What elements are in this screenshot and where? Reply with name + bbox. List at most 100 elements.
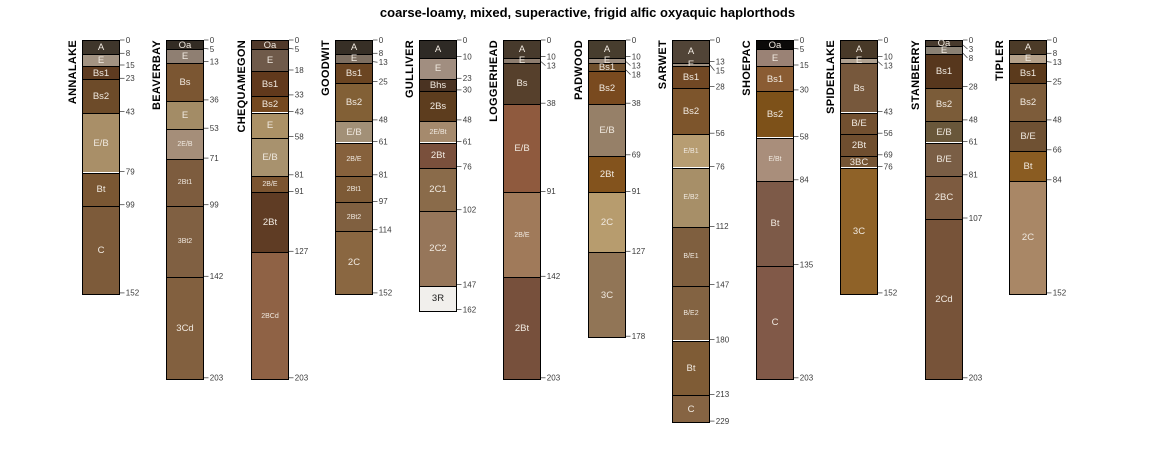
horizon-label: 3C — [852, 225, 866, 237]
horizon-layer: Bs1 — [757, 66, 793, 91]
depth-tick-label: 66 — [1053, 146, 1062, 155]
depth-tick-label: 99 — [126, 201, 135, 210]
chart-title: coarse-loamy, mixed, superactive, frigid… — [379, 5, 796, 20]
depth-tick-label: 91 — [295, 187, 304, 196]
horizon-layer: 3Bt2 — [167, 205, 203, 278]
depth-tick-label: 36 — [210, 96, 219, 105]
horizon-label: E/Bt — [768, 156, 782, 164]
depth-tick-label: 10 — [884, 52, 893, 61]
horizon-label: 2Cd — [935, 293, 953, 305]
horizon-layer: Bs1 — [252, 71, 288, 96]
horizon-layer: Oa — [926, 38, 962, 49]
horizon-layer: 2C2 — [420, 210, 456, 286]
depth-tick-label: 28 — [716, 82, 725, 91]
horizon-layer: Bt — [673, 340, 709, 396]
depth-tick-label: 25 — [1053, 77, 1062, 86]
depth-tick-label: 0 — [800, 36, 805, 45]
depth-tick-label: 10 — [463, 52, 472, 61]
horizon-layer: C — [673, 395, 709, 422]
depth-tick-label: 61 — [379, 137, 388, 146]
horizon-label: 3Bt2 — [177, 238, 193, 246]
depth-tick-label: 0 — [547, 36, 552, 45]
horizon-label: 2C — [600, 217, 614, 229]
horizon-layer: E/Bt — [757, 137, 793, 181]
horizon-layer: 2Bt1 — [336, 175, 372, 203]
depth-tick-label: 178 — [632, 332, 646, 341]
depth-tick-label: 13 — [884, 61, 893, 70]
horizon-layer: 2Cd — [926, 219, 962, 379]
horizon-layer: E — [926, 46, 962, 55]
horizon-layer: 2Bt — [420, 142, 456, 168]
depth-tick-label: 48 — [969, 116, 978, 125]
horizon-label: E/B — [599, 124, 615, 136]
profile-column: A E Bs1 Bs2 E/B 2B/E 2Bt1 2Bt2 2C — [335, 40, 373, 295]
profile-column: A E Bhs 2Bs 2E/Bt 2Bt 2C1 2C2 3R — [419, 40, 457, 312]
depth-tick-label: 102 — [463, 206, 477, 215]
horizon-layer: E — [589, 56, 625, 65]
horizon-label: 2BCd — [261, 312, 279, 320]
horizon-layer: E/B1 — [673, 134, 709, 168]
horizon-layer: E/B — [83, 112, 119, 173]
depth-tick-label: 127 — [295, 247, 309, 256]
profile-name-label: LOGGERHEAD — [488, 40, 500, 122]
horizon-label: A — [855, 43, 863, 55]
horizon-label: Bs1 — [1019, 67, 1037, 79]
horizon-label: Bs2 — [261, 99, 279, 111]
horizon-label: E/B — [936, 126, 952, 138]
horizon-label: 2Bs — [429, 100, 447, 112]
depth-tick-label: 13 — [1053, 58, 1062, 67]
horizon-label: 2Bt2 — [346, 213, 362, 221]
horizon-layer: B/E1 — [673, 227, 709, 286]
horizon-label: E — [181, 110, 189, 122]
depth-tick-label: 76 — [463, 162, 472, 171]
horizon-label: E — [181, 50, 189, 62]
horizon-layer: A — [336, 41, 372, 55]
depth-tick-label: 203 — [295, 374, 309, 383]
horizon-layer: E/B — [252, 137, 288, 176]
depth-tick-label: 43 — [295, 107, 304, 116]
horizon-label: A — [97, 42, 105, 54]
profile-column: A E Bs B/E 2Bt 3BC 3C — [840, 40, 878, 295]
depth-tick-label: 81 — [969, 171, 978, 180]
depth-tick-label: 33 — [295, 91, 304, 100]
horizon-layer: Bhs — [420, 79, 456, 91]
depth-tick-label: 203 — [210, 374, 224, 383]
depth-tick-label: 13 — [210, 57, 219, 66]
horizon-layer: B/E — [1010, 120, 1046, 151]
depth-tick-label: 38 — [547, 99, 556, 108]
horizon-layer: Bs2 — [589, 71, 625, 105]
horizon-label: B/E2 — [683, 310, 699, 318]
depth-tick-label: 76 — [716, 162, 725, 171]
depth-tick-label: 0 — [463, 36, 468, 45]
depth-axis: 05 18 33 43 58 81 91 127 203 — [288, 36, 309, 383]
horizon-label: 3Cd — [176, 323, 194, 335]
horizon-layer: Bs1 — [926, 54, 962, 88]
depth-tick-label: 203 — [547, 374, 561, 383]
horizon-layer: E — [252, 49, 288, 71]
horizon-label: Bs2 — [1019, 96, 1037, 108]
profile-column: A E Bs1 Bs2 E/B Bt C — [82, 40, 120, 295]
horizon-label: E — [518, 55, 526, 67]
depth-tick-label: 0 — [1053, 36, 1058, 45]
horizon-label: E/B2 — [683, 194, 699, 202]
horizon-label: Oa — [937, 38, 951, 49]
horizon-label: Bs1 — [345, 67, 363, 79]
horizon-label: Bhs — [429, 80, 447, 92]
depth-tick-label: 48 — [379, 116, 388, 125]
depth-tick-label: 13 — [716, 57, 725, 66]
horizon-label: A — [687, 46, 695, 58]
depth-tick-label: 0 — [884, 36, 889, 45]
depth-tick-label: 213 — [716, 390, 730, 399]
horizon-layer: E — [167, 100, 203, 130]
horizon-layer: Bs2 — [673, 87, 709, 135]
horizon-label: Bs2 — [682, 105, 700, 117]
depth-tick-label: 97 — [379, 197, 388, 206]
depth-tick-label: 71 — [210, 154, 219, 163]
depth-tick-label: 84 — [800, 176, 809, 185]
depth-tick-label: 0 — [210, 36, 215, 45]
horizon-layer: A — [1010, 41, 1046, 55]
horizon-label: Bs2 — [766, 109, 784, 121]
horizon-layer: 3C — [589, 252, 625, 338]
horizon-label: 2C — [347, 257, 361, 269]
